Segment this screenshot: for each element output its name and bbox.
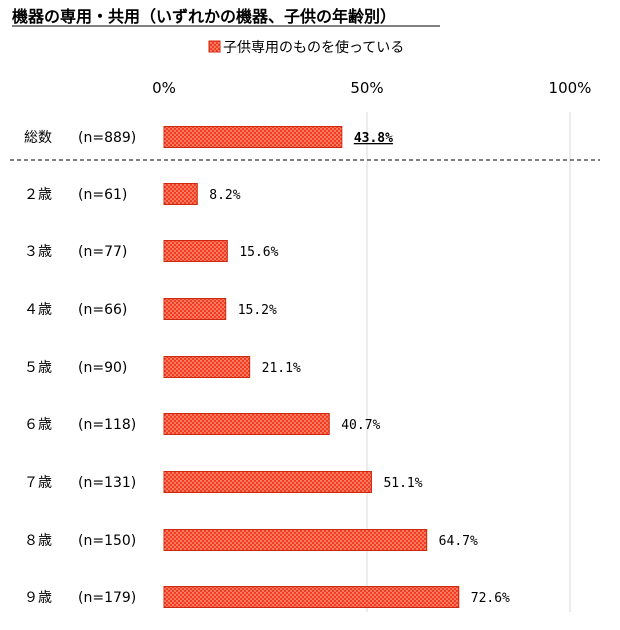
bar-row: ２歳 (n=61) 8.2% — [24, 183, 241, 205]
data-label: 51.1% — [383, 476, 422, 491]
category-label: ９歳 — [24, 590, 52, 606]
sample-size-label: (n=118) — [78, 417, 136, 433]
bar — [163, 356, 251, 378]
bar-row: ８歳 (n=150) 64.7% — [24, 529, 478, 551]
sample-size-label: (n=131) — [78, 475, 136, 491]
bar — [163, 183, 198, 205]
bar — [163, 413, 330, 435]
bar — [163, 298, 227, 320]
category-label: 総数 — [24, 130, 52, 146]
category-label: ３歳 — [24, 244, 52, 260]
gridlines — [366, 112, 571, 612]
data-label: 15.2% — [238, 303, 277, 318]
category-label: ６歳 — [24, 417, 52, 433]
bar — [163, 126, 343, 148]
sample-size-label: (n=66) — [78, 302, 127, 318]
bar-row: ３歳 (n=77) 15.6% — [24, 240, 279, 262]
legend-label: 子供専用のものを使っている — [223, 39, 404, 56]
category-label: ２歳 — [24, 187, 52, 203]
bar-row: ９歳 (n=179) 72.6% — [24, 586, 510, 608]
category-label: ４歳 — [24, 302, 52, 318]
sample-size-label: (n=150) — [78, 533, 136, 549]
category-label: ８歳 — [24, 533, 52, 549]
bar-rows: 総数 (n=889) 43.8% ２歳 (n=61) 8.2% ３歳 (n=77) 15.6% ４… — [24, 126, 510, 608]
legend: 子供専用のものを使っている — [208, 39, 404, 56]
bar — [163, 240, 228, 262]
legend-swatch — [208, 40, 221, 53]
bar-row: ７歳 (n=131) 51.1% — [24, 471, 423, 493]
bar-row: ５歳 (n=90) 21.1% — [24, 356, 301, 378]
sample-size-label: (n=77) — [78, 244, 127, 260]
data-label: 43.8% — [354, 131, 393, 146]
x-axis-ticks: 0% 50% 100% — [152, 79, 591, 97]
sample-size-label: (n=179) — [78, 590, 136, 606]
sample-size-label: (n=889) — [78, 130, 136, 146]
x-tick-label: 0% — [152, 79, 176, 97]
bar — [163, 471, 372, 493]
data-label: 64.7% — [439, 534, 478, 549]
data-label: 21.1% — [262, 361, 301, 376]
x-tick-label: 100% — [549, 79, 592, 97]
bar — [163, 529, 428, 551]
category-label: ５歳 — [24, 360, 52, 376]
bar-row: ６歳 (n=118) 40.7% — [24, 413, 381, 435]
data-label: 8.2% — [209, 188, 240, 203]
data-label: 15.6% — [239, 245, 278, 260]
data-label: 40.7% — [341, 418, 380, 433]
chart-title: 機器の専用・共用（いずれかの機器、子供の年齢別） — [12, 7, 396, 26]
bar — [163, 586, 460, 608]
x-tick-label: 50% — [350, 79, 383, 97]
data-label: 72.6% — [471, 591, 510, 606]
bar-row: ４歳 (n=66) 15.2% — [24, 298, 277, 320]
sample-size-label: (n=61) — [78, 187, 127, 203]
category-label: ７歳 — [24, 475, 52, 491]
sample-size-label: (n=90) — [78, 360, 127, 376]
bar-row: 総数 (n=889) 43.8% — [24, 126, 393, 148]
